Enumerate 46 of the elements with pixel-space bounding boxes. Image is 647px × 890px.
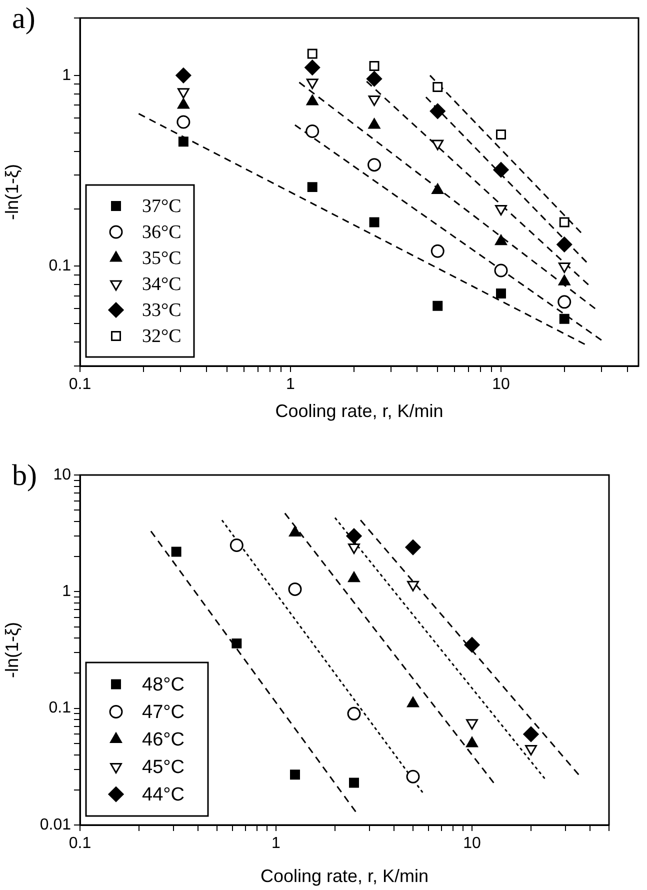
- point: [432, 140, 444, 150]
- x-tick-label: 10: [463, 835, 481, 852]
- chart-title: b): [12, 458, 37, 492]
- point: [432, 300, 443, 311]
- y-tick-label: 0.1: [48, 700, 72, 717]
- point: [307, 182, 318, 192]
- point: [306, 124, 320, 138]
- point: [494, 264, 508, 278]
- point: [559, 314, 570, 324]
- y-tick-label: 10: [53, 466, 72, 484]
- point: [304, 60, 320, 76]
- y-tick-label: 1: [62, 583, 72, 600]
- legend-label: 45°C: [142, 756, 184, 778]
- point: [432, 184, 444, 194]
- y-axis-title: -ln(1-ξ): [2, 164, 22, 220]
- x-tick-label: 1: [272, 835, 281, 852]
- x-axis-title: Cooling rate, r, K/min: [275, 401, 444, 422]
- x-axis-title: Cooling rate, r, K/min: [260, 866, 429, 886]
- y-tick-label: 0.1: [48, 258, 72, 275]
- point: [556, 236, 572, 252]
- legend-label: 34°C: [142, 274, 182, 295]
- point: [558, 262, 570, 273]
- point: [368, 158, 382, 172]
- point: [430, 244, 444, 258]
- legend-label: 47°C: [142, 702, 184, 723]
- x-tick-label: 10: [492, 376, 510, 394]
- legend-label: 36°C: [142, 222, 182, 243]
- point: [496, 288, 506, 298]
- y-tick-label: 0.01: [40, 816, 72, 834]
- legend-label: 32°C: [142, 326, 182, 347]
- chart-title: a): [12, 2, 36, 35]
- legend-label: 46°C: [142, 729, 184, 750]
- point: [430, 103, 446, 119]
- legend-label: 44°C: [142, 784, 184, 806]
- y-axis-title: -ln(1-ξ): [2, 622, 22, 678]
- point: [558, 295, 572, 309]
- y-tick-label: 1: [62, 66, 72, 84]
- point: [493, 162, 509, 178]
- point: [366, 71, 382, 87]
- legend-label: 35°C: [142, 248, 182, 269]
- point: [495, 234, 507, 246]
- point: [369, 217, 380, 228]
- x-tick-label: 1: [286, 376, 296, 394]
- legend-label: 48°C: [142, 674, 184, 696]
- legend-label: 33°C: [142, 300, 182, 321]
- legend-label: 37°C: [142, 196, 182, 217]
